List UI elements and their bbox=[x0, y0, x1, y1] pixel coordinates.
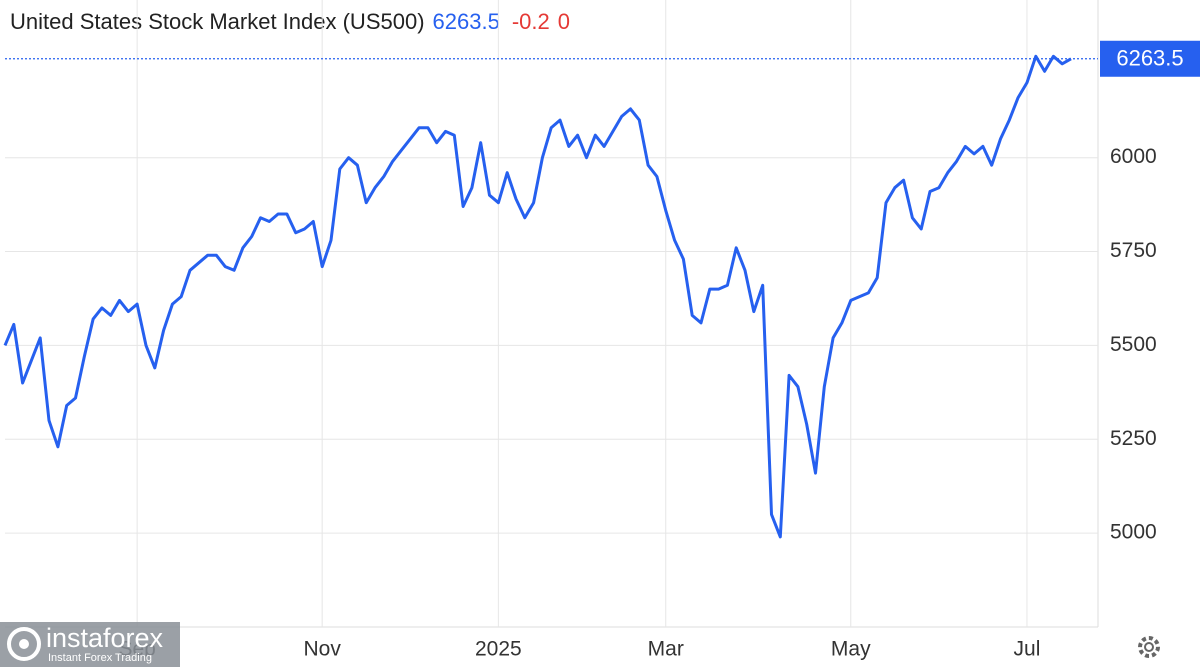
x-tick-label: Jul bbox=[1014, 638, 1041, 661]
y-tick-label: 5000 bbox=[1110, 521, 1157, 544]
last-price-box bbox=[1100, 40, 1200, 77]
y-tick-label: 6000 bbox=[1110, 145, 1157, 168]
watermark-tagline: Instant Forex Trading bbox=[48, 652, 152, 664]
y-tick-label: 5750 bbox=[1110, 239, 1157, 262]
watermark-icon bbox=[19, 639, 29, 649]
price-line bbox=[3, 54, 1072, 539]
y-tick-label: 5250 bbox=[1110, 427, 1157, 450]
chart-header: United States Stock Market Index (US500)… bbox=[10, 9, 570, 34]
y-tick-label: 5500 bbox=[1110, 333, 1157, 356]
watermark-icon bbox=[7, 627, 41, 661]
settings-icon[interactable] bbox=[1138, 636, 1160, 658]
change-pct: 0 bbox=[558, 9, 570, 34]
change: -0.2 bbox=[512, 9, 550, 34]
gear[interactable] bbox=[1138, 636, 1160, 658]
x-tick-label: May bbox=[831, 638, 871, 661]
x-tick-label: Mar bbox=[648, 638, 684, 661]
x-tick-label: 2025 bbox=[475, 638, 522, 661]
watermark-brand: instaforex bbox=[46, 623, 164, 653]
gear-hub[interactable] bbox=[1144, 642, 1154, 652]
watermark: instaforex Instant Forex Trading bbox=[0, 622, 180, 667]
last-price: 6263.5 bbox=[433, 9, 500, 34]
last-price-label: 6263.5 bbox=[1116, 46, 1183, 71]
x-tick-label: Nov bbox=[303, 638, 341, 661]
chart-title: United States Stock Market Index (US500) bbox=[10, 9, 425, 34]
